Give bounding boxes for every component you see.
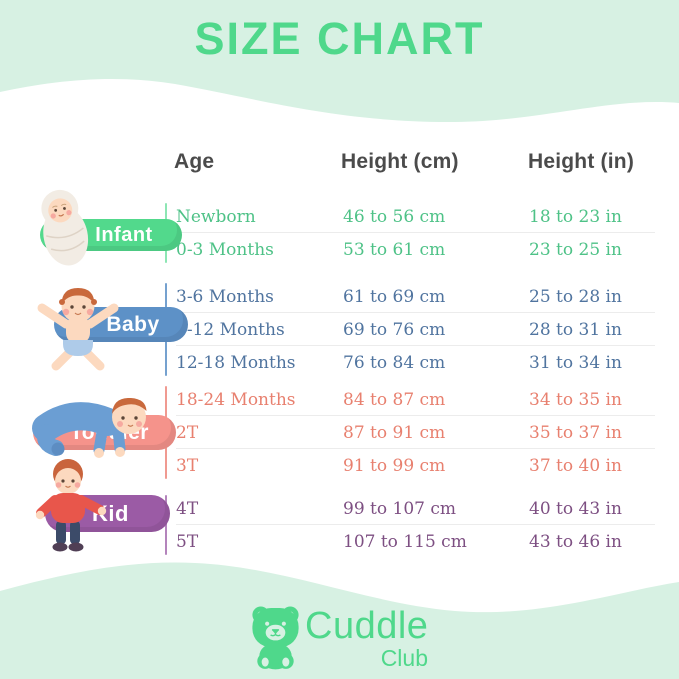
age-cell: 12-18 Months	[176, 352, 296, 373]
height-in-cell: 25 to 28 in	[529, 286, 622, 307]
table-row: 3T 91 to 99 cm 37 to 40 in	[0, 448, 679, 482]
section-divider-kid	[165, 495, 167, 555]
height-in-cell: 28 to 31 in	[529, 319, 622, 340]
age-cell: 3-6 Months	[176, 286, 274, 307]
brand-name-primary: Cuddle	[305, 605, 429, 647]
age-cell: 2T	[176, 422, 199, 443]
col-header-height-cm: Height (cm)	[341, 150, 459, 173]
age-cell: 6-12 Months	[176, 319, 285, 340]
height-cm-cell: 107 to 115 cm	[343, 531, 467, 552]
table-row: 6-12 Months 69 to 76 cm 28 to 31 in	[0, 312, 679, 346]
height-in-cell: 43 to 46 in	[529, 531, 622, 552]
height-cm-cell: 53 to 61 cm	[343, 239, 446, 260]
height-in-cell: 35 to 37 in	[529, 422, 622, 443]
section-toddler: 18-24 Months 84 to 87 cm 34 to 35 in 2T …	[0, 383, 679, 482]
row-divider	[176, 345, 655, 346]
table-row: 12-18 Months 76 to 84 cm 31 to 34 in	[0, 345, 679, 379]
height-in-cell: 37 to 40 in	[529, 455, 622, 476]
col-header-height-in: Height (in)	[528, 150, 635, 173]
height-cm-cell: 76 to 84 cm	[343, 352, 446, 373]
row-divider	[176, 232, 655, 233]
height-cm-cell: 91 to 99 cm	[343, 455, 446, 476]
height-cm-cell: 84 to 87 cm	[343, 389, 446, 410]
col-header-age: Age	[174, 150, 215, 173]
table-row: 18-24 Months 84 to 87 cm 34 to 35 in	[0, 383, 679, 416]
teddy-bear-icon	[252, 606, 299, 670]
top-wave-background	[0, 0, 679, 123]
table-header: Age Height (cm) Height (in)	[0, 150, 679, 178]
age-cell: 3T	[176, 455, 199, 476]
table-row: 5T 107 to 115 cm 43 to 46 in	[0, 524, 679, 558]
row-divider	[176, 524, 655, 525]
height-in-cell: 23 to 25 in	[529, 239, 622, 260]
age-cell: 0-3 Months	[176, 239, 274, 260]
height-cm-cell: 46 to 56 cm	[343, 206, 446, 227]
height-cm-cell: 99 to 107 cm	[343, 498, 456, 519]
height-in-cell: 34 to 35 in	[529, 389, 622, 410]
table-row: 3-6 Months 61 to 69 cm 25 to 28 in	[0, 280, 679, 313]
height-in-cell: 18 to 23 in	[529, 206, 622, 227]
height-in-cell: 40 to 43 in	[529, 498, 622, 519]
table-row: Newborn 46 to 56 cm 18 to 23 in	[0, 200, 679, 233]
age-cell: 5T	[176, 531, 199, 552]
swaddled-infant-illustration	[41, 189, 89, 266]
table-row: 2T 87 to 91 cm 35 to 37 in	[0, 415, 679, 449]
table-row: 0-3 Months 53 to 61 cm 23 to 25 in	[0, 232, 679, 266]
crawling-toddler-illustration	[32, 397, 147, 458]
row-divider	[176, 312, 655, 313]
page-title: SIZE CHART	[194, 13, 485, 64]
height-cm-cell: 87 to 91 cm	[343, 422, 446, 443]
brand-name-secondary: Club	[380, 645, 428, 671]
brand-logo: Cuddle Club	[305, 606, 430, 670]
sitting-baby-illustration	[37, 288, 119, 371]
row-divider	[176, 415, 655, 416]
height-in-cell: 31 to 34 in	[529, 352, 622, 373]
age-cell: Newborn	[176, 206, 256, 227]
table-row: 4T 99 to 107 cm 40 to 43 in	[0, 492, 679, 525]
height-cm-cell: 61 to 69 cm	[343, 286, 446, 307]
standing-kid-illustration	[35, 459, 107, 552]
section-kid: 4T 99 to 107 cm 40 to 43 in 5T 107 to 11…	[0, 492, 679, 558]
age-cell: 18-24 Months	[176, 389, 296, 410]
height-cm-cell: 69 to 76 cm	[343, 319, 446, 340]
age-cell: 4T	[176, 498, 199, 519]
row-divider	[176, 448, 655, 449]
section-infant: Newborn 46 to 56 cm 18 to 23 in 0-3 Mont…	[0, 200, 679, 266]
